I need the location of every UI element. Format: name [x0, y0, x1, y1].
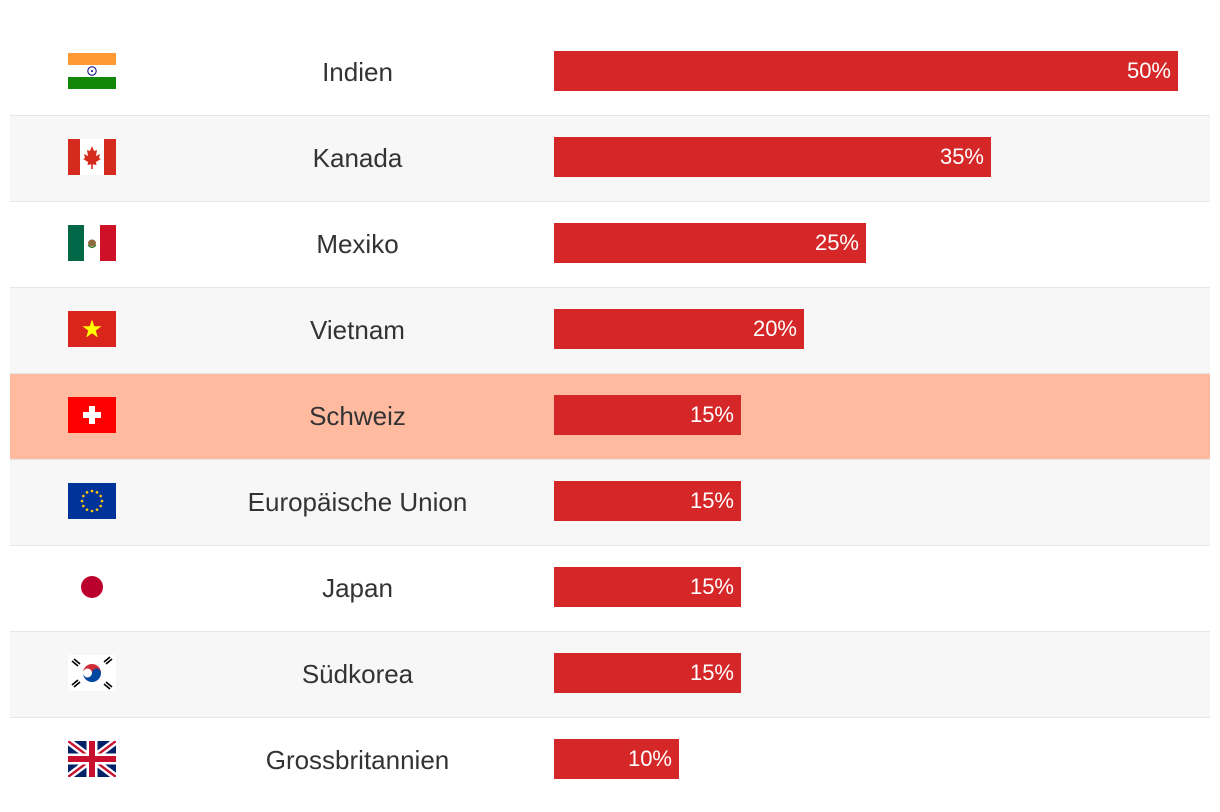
south-korea-flag-icon: [68, 655, 116, 691]
country-label: Mexiko: [316, 229, 399, 259]
tariff-table: Indien 50% Kanada 35% Mexiko 25% Vietnam 20% Sch…: [10, 30, 1210, 803]
bar-value-label: 10%: [627, 746, 672, 771]
table-row: Kanada 35%: [10, 116, 1210, 202]
table-row: Mexiko 25%: [10, 202, 1210, 288]
table-row: Südkorea 15%: [10, 632, 1210, 718]
table-row: Schweiz 15%: [10, 374, 1210, 460]
bar-value-label: 15%: [689, 488, 734, 513]
tariff-bar: 35%: [554, 137, 991, 177]
bar-value-label: 50%: [1126, 58, 1171, 83]
country-label: Indien: [322, 57, 393, 87]
country-label: Südkorea: [301, 659, 414, 689]
country-label: Vietnam: [310, 315, 405, 345]
country-label: Schweiz: [309, 401, 406, 431]
tariff-bar: 15%: [554, 653, 741, 693]
india-flag-icon: [68, 53, 116, 89]
tariff-bar: 20%: [554, 309, 804, 349]
table-row: Vietnam 20%: [10, 288, 1210, 374]
bar-value-label: 35%: [939, 144, 984, 169]
bar-value-label: 15%: [689, 574, 734, 599]
country-label: Kanada: [312, 143, 403, 173]
bar-value-label: 15%: [689, 660, 734, 685]
bar-value-label: 20%: [752, 316, 797, 341]
bar-value-label: 25%: [814, 230, 859, 255]
country-label: Japan: [322, 573, 393, 603]
canada-flag-icon: [68, 139, 116, 175]
mexico-flag-icon: [68, 225, 116, 261]
uk-flag-icon: [68, 741, 116, 777]
vietnam-flag-icon: [68, 311, 116, 347]
table-row: Indien 50%: [10, 30, 1210, 116]
tariff-bar: 15%: [554, 481, 741, 521]
tariff-bar: 25%: [554, 223, 866, 263]
table-row: Grossbritannien 10%: [10, 718, 1210, 803]
country-label: Europäische Union: [247, 487, 468, 517]
japan-flag-icon: [68, 569, 116, 605]
bar-value-label: 15%: [689, 402, 734, 427]
table-row: Europäische Union 15%: [10, 460, 1210, 546]
tariff-bar: 15%: [554, 567, 741, 607]
switzerland-flag-icon: [68, 397, 116, 433]
eu-flag-icon: [68, 483, 116, 519]
tariff-bar: 15%: [554, 395, 741, 435]
country-label: Grossbritannien: [265, 745, 450, 775]
tariff-bar: 50%: [554, 51, 1178, 91]
tariff-bar: 10%: [554, 739, 679, 779]
table-row: Japan 15%: [10, 546, 1210, 632]
